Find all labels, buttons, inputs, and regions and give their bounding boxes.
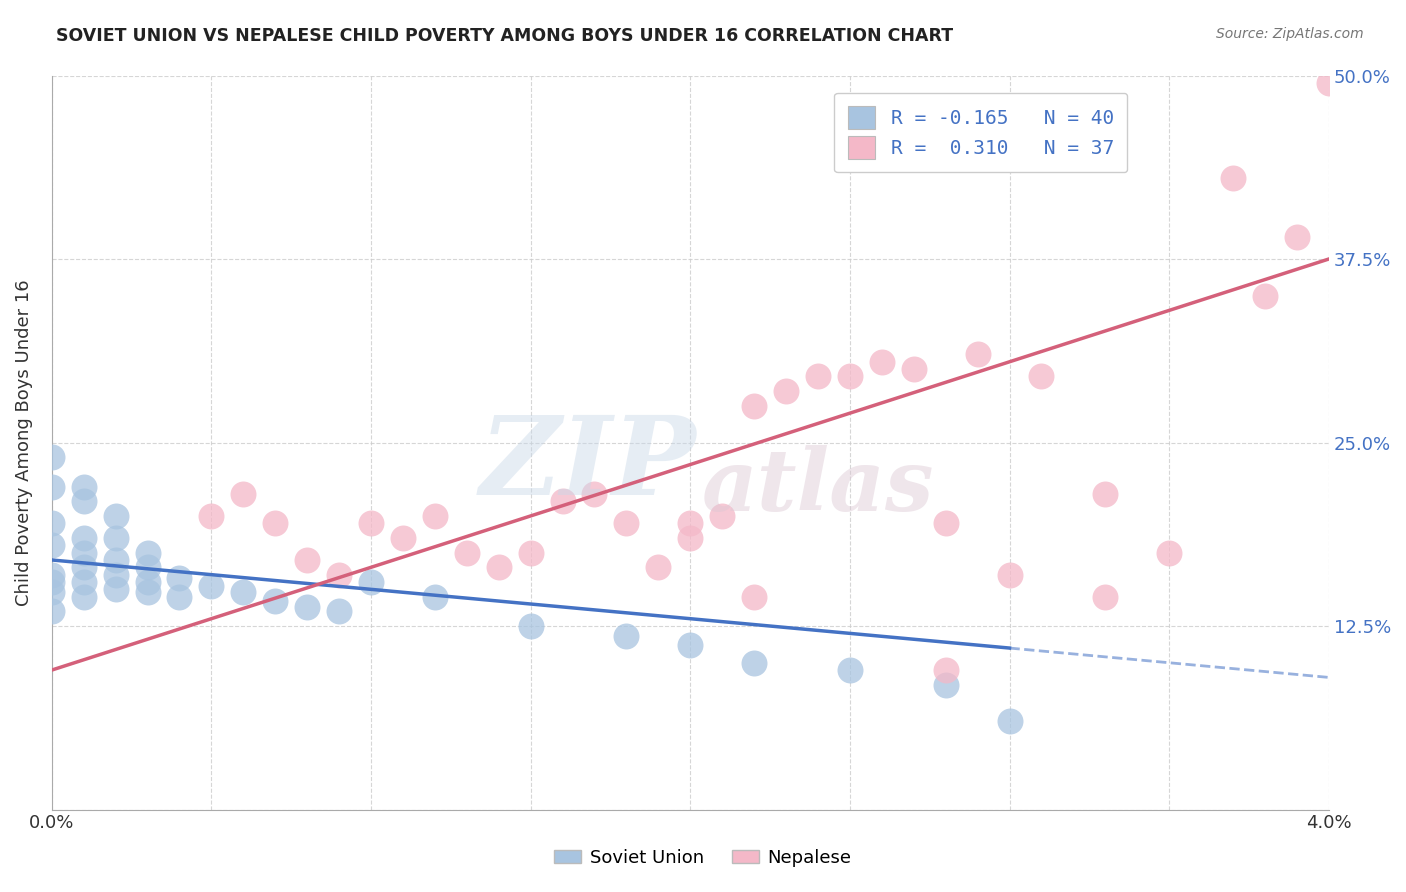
Point [519, 619, 541, 633]
Point [41, 567, 63, 582]
Point [136, 574, 159, 589]
Point [360, 516, 382, 531]
Point [73, 560, 96, 574]
Point [1254, 289, 1277, 303]
Point [232, 487, 254, 501]
Text: Source: ZipAtlas.com: Source: ZipAtlas.com [1216, 27, 1364, 41]
Point [1094, 590, 1116, 604]
Point [104, 508, 127, 523]
Point [903, 362, 925, 376]
Point [104, 553, 127, 567]
Point [679, 638, 702, 652]
Point [41, 450, 63, 465]
Legend: Soviet Union, Nepalese: Soviet Union, Nepalese [547, 842, 859, 874]
Point [1285, 230, 1308, 244]
Point [838, 663, 860, 677]
Point [679, 516, 702, 531]
Point [998, 567, 1021, 582]
Point [41, 574, 63, 589]
Point [136, 585, 159, 599]
Point [679, 531, 702, 545]
Point [775, 384, 797, 399]
Point [392, 531, 415, 545]
Point [1159, 546, 1181, 560]
Point [136, 546, 159, 560]
Text: atlas: atlas [702, 445, 934, 528]
Point [295, 599, 318, 614]
Point [519, 546, 541, 560]
Point [551, 494, 574, 508]
Point [41, 585, 63, 599]
Point [264, 594, 287, 608]
Point [41, 479, 63, 493]
Point [73, 494, 96, 508]
Point [328, 567, 350, 582]
Point [73, 531, 96, 545]
Point [264, 516, 287, 531]
Point [742, 399, 765, 413]
Point [998, 714, 1021, 729]
Point [711, 508, 734, 523]
Point [807, 369, 830, 384]
Point [616, 629, 638, 643]
Point [838, 369, 860, 384]
Legend: R = -0.165   N = 40, R =  0.310   N = 37: R = -0.165 N = 40, R = 0.310 N = 37 [834, 93, 1128, 172]
Point [104, 582, 127, 597]
Point [73, 574, 96, 589]
Point [169, 571, 191, 585]
Point [104, 567, 127, 582]
Point [200, 579, 222, 593]
Point [1222, 171, 1244, 186]
Point [1317, 76, 1340, 90]
Point [73, 590, 96, 604]
Point [41, 604, 63, 618]
Point [295, 553, 318, 567]
Text: SOVIET UNION VS NEPALESE CHILD POVERTY AMONG BOYS UNDER 16 CORRELATION CHART: SOVIET UNION VS NEPALESE CHILD POVERTY A… [56, 27, 953, 45]
Point [742, 656, 765, 670]
Point [456, 546, 478, 560]
Point [328, 604, 350, 618]
Point [423, 590, 446, 604]
Point [488, 560, 510, 574]
Point [169, 590, 191, 604]
Point [647, 560, 669, 574]
Point [73, 546, 96, 560]
Point [935, 663, 957, 677]
Point [1031, 369, 1053, 384]
Point [616, 516, 638, 531]
Point [104, 531, 127, 545]
Point [966, 347, 988, 361]
Point [742, 590, 765, 604]
Point [935, 516, 957, 531]
Point [870, 355, 893, 369]
Text: ZIP: ZIP [479, 411, 696, 518]
Y-axis label: Child Poverty Among Boys Under 16: Child Poverty Among Boys Under 16 [15, 279, 32, 606]
Point [73, 479, 96, 493]
Point [200, 508, 222, 523]
Point [935, 678, 957, 692]
Point [583, 487, 606, 501]
Point [41, 538, 63, 552]
Point [41, 516, 63, 531]
Point [1094, 487, 1116, 501]
Point [136, 560, 159, 574]
Point [423, 508, 446, 523]
Point [232, 585, 254, 599]
Point [360, 574, 382, 589]
